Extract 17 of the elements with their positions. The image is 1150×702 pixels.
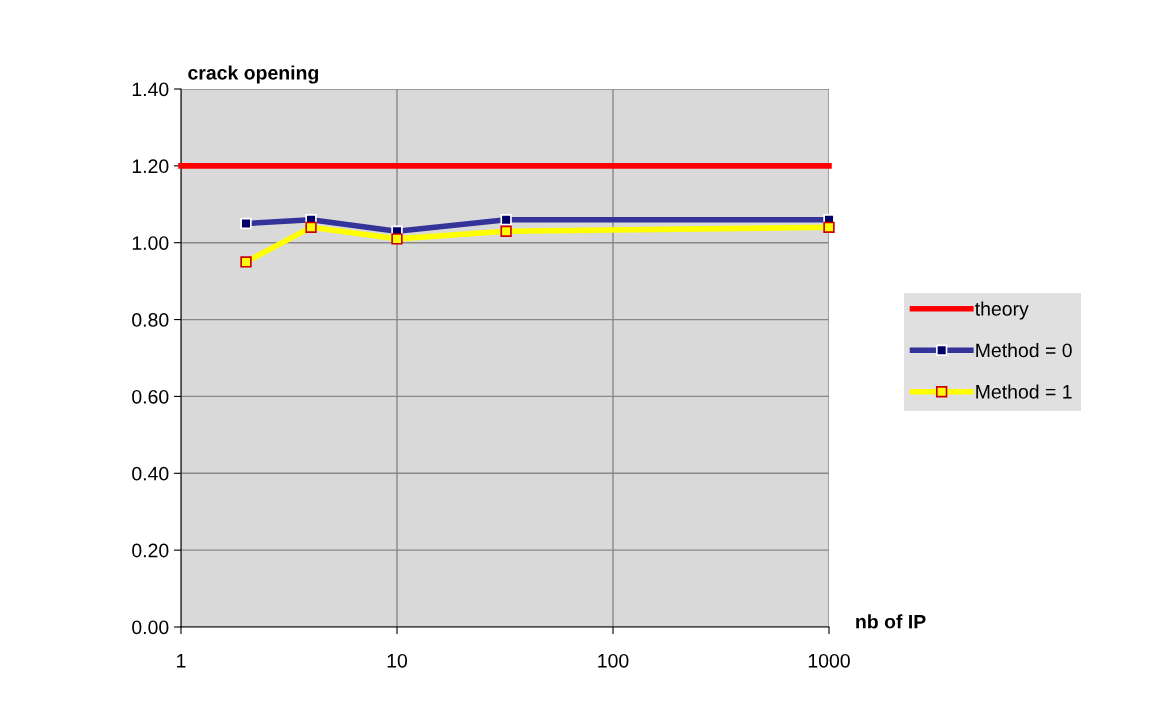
y-tick-label: 0.00: [132, 620, 169, 635]
y-tick-label: 1.20: [132, 159, 169, 174]
x-axis-title: nb of IP: [856, 614, 926, 629]
x-tick-label: 1000: [808, 653, 850, 668]
y-axis-title: crack opening: [188, 65, 319, 84]
y-tick-label: 0.20: [132, 543, 169, 558]
x-tick-label: 10: [387, 653, 408, 668]
legend-label: Method = 0: [976, 342, 1072, 358]
y-tick-label: 1.00: [132, 236, 169, 250]
y-tick-label: 1.40: [132, 82, 169, 97]
y-tick-label: 0.80: [132, 313, 169, 327]
y-tick-label: 0.60: [132, 389, 169, 404]
legend-label: theory: [975, 301, 1029, 320]
y-tick-label: 0.40: [132, 466, 169, 481]
x-tick-label: 1: [177, 654, 186, 668]
legend-label: Method = 1: [976, 384, 1072, 399]
x-tick-label: 100: [598, 653, 629, 668]
